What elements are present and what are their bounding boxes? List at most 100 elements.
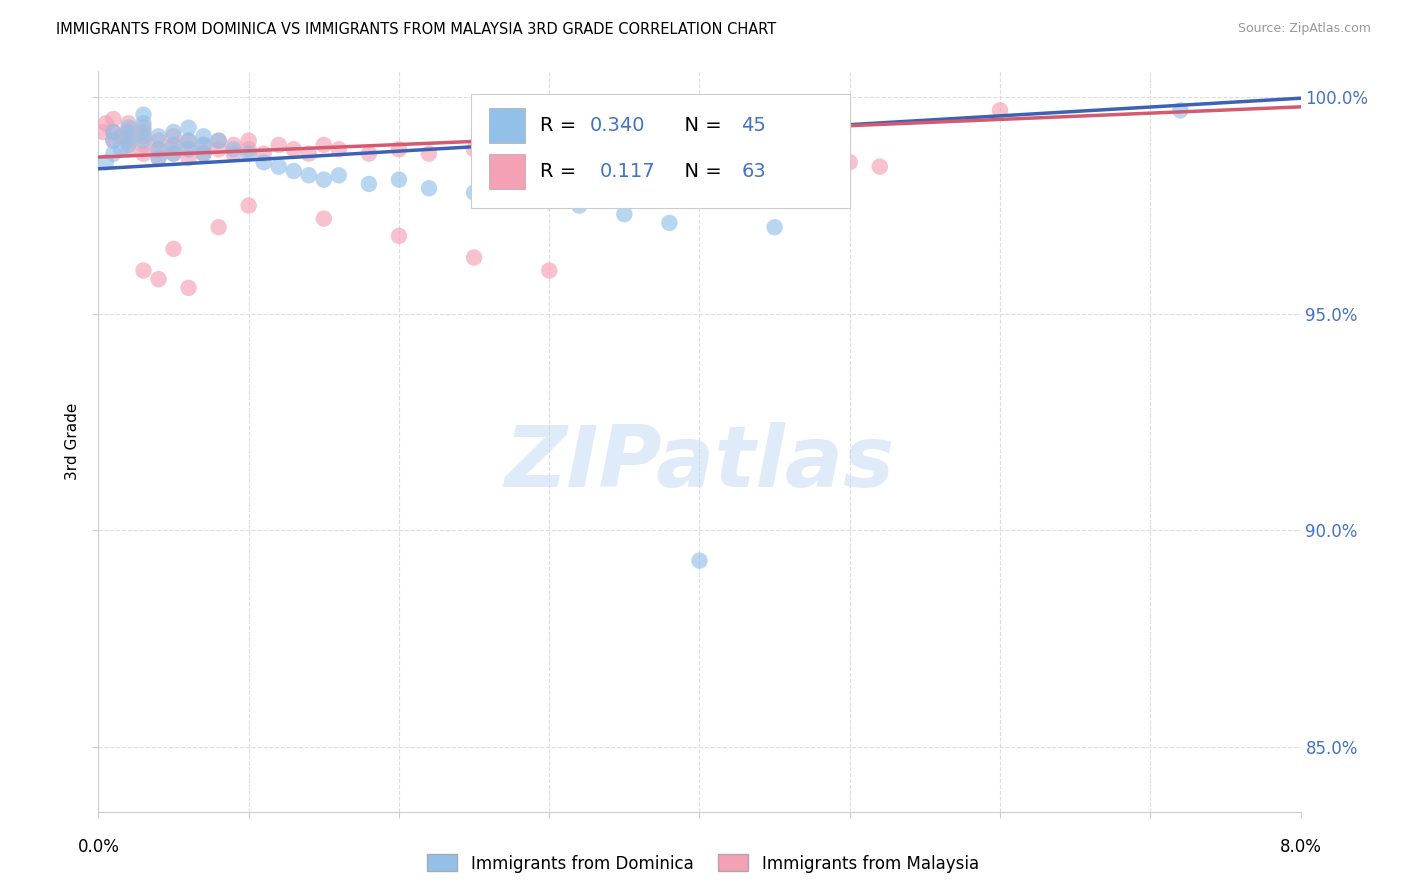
Point (283, 142, 305, 156)
Text: R =: R = (540, 161, 588, 181)
Point (162, 125, 184, 139)
Point (463, 251, 485, 265)
Point (418, 181, 440, 195)
Point (718, 160, 741, 174)
Point (689, 553, 711, 567)
Point (103, 125, 125, 139)
Point (177, 134, 200, 148)
Point (177, 281, 200, 295)
Point (148, 151, 170, 165)
Point (162, 146, 184, 161)
Point (162, 242, 184, 256)
Text: 8.0%: 8.0% (1279, 838, 1322, 855)
Point (103, 112, 125, 126)
Point (132, 129, 155, 144)
Point (267, 160, 290, 174)
Point (132, 125, 155, 139)
Point (148, 134, 170, 148)
Point (222, 138, 245, 153)
Point (267, 138, 290, 153)
Point (312, 172, 335, 186)
FancyBboxPatch shape (471, 94, 849, 209)
Point (103, 134, 125, 148)
Point (193, 129, 215, 144)
Point (869, 160, 891, 174)
Text: 0.0%: 0.0% (77, 838, 120, 855)
Point (94, 155, 117, 169)
Point (132, 138, 155, 153)
Point (208, 134, 231, 148)
Point (91, 125, 114, 139)
Text: ZIPatlas: ZIPatlas (505, 422, 894, 505)
Point (253, 146, 276, 161)
Point (1168, 103, 1191, 118)
Point (177, 151, 200, 165)
FancyBboxPatch shape (489, 108, 526, 144)
Point (132, 116, 155, 130)
Point (117, 116, 139, 130)
Point (148, 142, 170, 156)
Text: 0.340: 0.340 (591, 116, 645, 135)
Text: 0.117: 0.117 (600, 161, 655, 181)
Point (838, 155, 860, 169)
Point (613, 146, 636, 161)
Point (162, 138, 184, 153)
Point (132, 120, 155, 135)
Point (494, 190, 516, 204)
Point (132, 134, 155, 148)
Point (177, 120, 200, 135)
Point (388, 172, 411, 186)
Point (312, 138, 335, 153)
Point (328, 142, 350, 156)
Point (538, 151, 561, 165)
Point (208, 220, 231, 235)
Point (94, 116, 117, 130)
Point (763, 155, 786, 169)
Point (117, 138, 139, 153)
Point (132, 146, 155, 161)
Point (222, 146, 245, 161)
Point (418, 146, 440, 161)
Point (117, 120, 139, 135)
Text: N =: N = (672, 116, 728, 135)
Point (463, 142, 485, 156)
Point (117, 142, 139, 156)
Text: 45: 45 (741, 116, 766, 135)
Point (583, 155, 606, 169)
Point (538, 263, 561, 277)
Point (208, 142, 231, 156)
Point (132, 108, 155, 122)
Point (238, 198, 260, 212)
Point (238, 146, 260, 161)
Point (132, 263, 155, 277)
Legend: Immigrants from Dominica, Immigrants from Malaysia: Immigrants from Dominica, Immigrants fro… (420, 847, 986, 880)
Point (988, 103, 1011, 118)
Point (148, 272, 170, 286)
Point (357, 146, 380, 161)
Point (328, 168, 350, 182)
Point (208, 134, 231, 148)
Point (568, 198, 591, 212)
Point (494, 146, 516, 161)
Text: R =: R = (540, 116, 582, 135)
Point (103, 125, 125, 139)
Point (117, 134, 139, 148)
Point (253, 155, 276, 169)
Point (193, 138, 215, 153)
Text: IMMIGRANTS FROM DOMINICA VS IMMIGRANTS FROM MALAYSIA 3RD GRADE CORRELATION CHART: IMMIGRANTS FROM DOMINICA VS IMMIGRANTS F… (56, 22, 776, 37)
Point (298, 168, 321, 182)
Point (110, 129, 132, 144)
Point (613, 207, 636, 221)
Point (177, 142, 200, 156)
Point (193, 146, 215, 161)
Point (283, 164, 305, 178)
Point (193, 146, 215, 161)
Point (808, 160, 831, 174)
Point (177, 142, 200, 156)
Point (388, 228, 411, 243)
Point (117, 129, 139, 144)
Point (658, 151, 681, 165)
Point (103, 134, 125, 148)
Text: Source: ZipAtlas.com: Source: ZipAtlas.com (1237, 22, 1371, 36)
Point (193, 138, 215, 153)
